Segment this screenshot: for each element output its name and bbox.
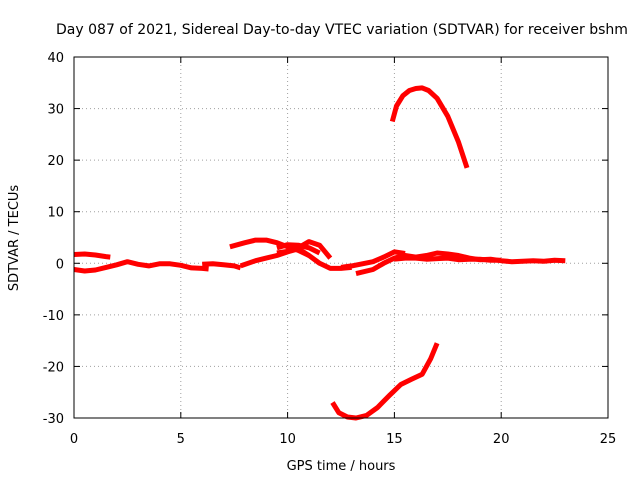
y-axis-label: SDTVAR / TECUs	[7, 185, 22, 292]
grid	[74, 57, 608, 418]
series-arc-1	[73, 251, 111, 260]
y-tick-label: -20	[43, 360, 64, 375]
x-tick-label: 0	[70, 432, 78, 447]
y-tick-label: -30	[43, 412, 64, 427]
x-tick-label: 5	[177, 432, 185, 447]
series-arc-2	[73, 259, 209, 274]
x-tick-label: 20	[493, 432, 510, 447]
series-arc-8	[340, 249, 406, 270]
series-arc-3	[202, 261, 242, 271]
x-tick-label: 25	[600, 432, 617, 447]
series-arc-10	[394, 255, 502, 263]
series-arc-11	[389, 85, 470, 169]
y-tick-label: 10	[47, 206, 64, 221]
y-tick-label: 30	[47, 103, 64, 118]
y-tick-label: 20	[47, 154, 64, 169]
x-axis-label: GPS time / hours	[287, 459, 396, 474]
data-series	[73, 85, 566, 421]
y-tick-label: 0	[56, 257, 64, 272]
plot-frame	[73, 56, 609, 419]
axis-ticks: 0 5 10 15 20 25 -30 -20 -10 0 10 20 30 40	[43, 51, 617, 447]
x-tick-label: 15	[386, 432, 403, 447]
series-arc-7	[276, 242, 321, 256]
series-arc-12	[330, 342, 440, 421]
y-tick-label: -10	[43, 309, 64, 324]
chart-title: Day 087 of 2021, Sidereal Day-to-day VTE…	[56, 22, 628, 38]
y-tick-label: 40	[47, 51, 64, 66]
x-tick-label: 10	[279, 432, 296, 447]
